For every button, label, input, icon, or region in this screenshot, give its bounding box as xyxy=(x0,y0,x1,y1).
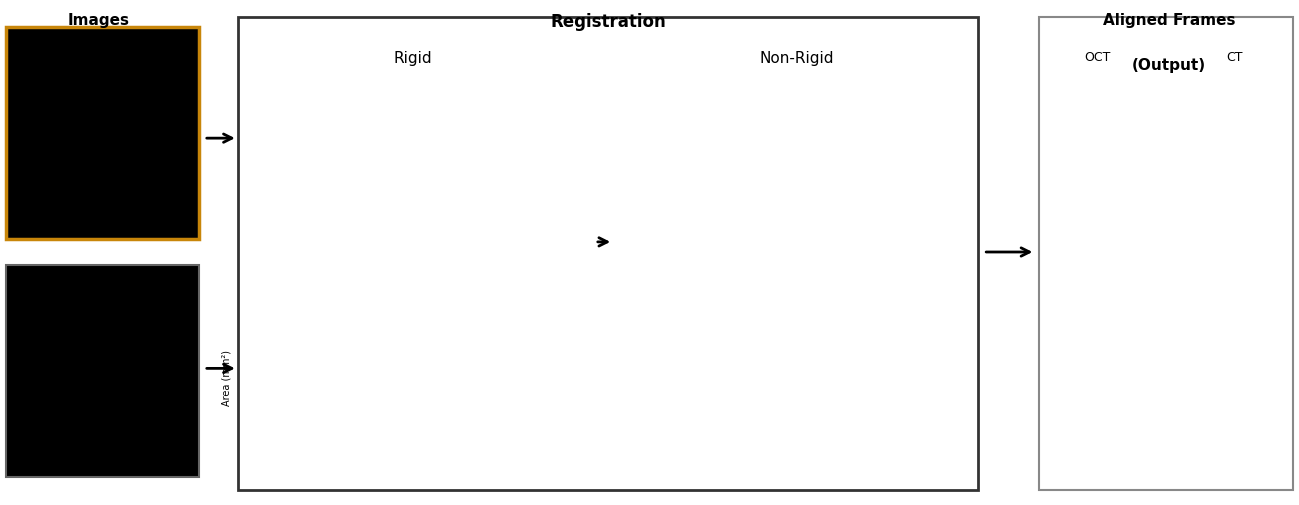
Circle shape xyxy=(1103,387,1109,395)
Ellipse shape xyxy=(1195,349,1265,448)
Circle shape xyxy=(1096,79,1111,95)
Ellipse shape xyxy=(659,143,782,263)
Ellipse shape xyxy=(92,355,130,423)
Ellipse shape xyxy=(1205,210,1246,263)
Ellipse shape xyxy=(42,353,83,425)
Legend: OCT, CT: OCT, CT xyxy=(527,293,578,325)
Ellipse shape xyxy=(71,379,97,416)
Polygon shape xyxy=(125,158,157,178)
Ellipse shape xyxy=(1205,365,1255,433)
Ellipse shape xyxy=(1226,393,1235,405)
Text: Images: Images xyxy=(68,13,130,28)
Ellipse shape xyxy=(1213,52,1256,109)
Circle shape xyxy=(1099,383,1112,399)
Ellipse shape xyxy=(1207,44,1261,117)
Text: (Output): (Output) xyxy=(1131,58,1207,73)
Text: OCT: OCT xyxy=(1085,50,1111,64)
Polygon shape xyxy=(1052,29,1155,145)
Ellipse shape xyxy=(1190,188,1263,285)
Ellipse shape xyxy=(1225,67,1244,93)
Ellipse shape xyxy=(1217,379,1244,419)
Text: CT: CT xyxy=(1226,50,1242,64)
Polygon shape xyxy=(81,128,118,150)
Polygon shape xyxy=(47,107,152,172)
Polygon shape xyxy=(1051,175,1152,292)
Polygon shape xyxy=(88,133,110,146)
Polygon shape xyxy=(29,286,182,327)
Y-axis label: Area (mm²): Area (mm²) xyxy=(221,349,231,406)
Polygon shape xyxy=(35,97,77,123)
Bar xyxy=(1039,18,1293,490)
Ellipse shape xyxy=(1212,372,1250,426)
Ellipse shape xyxy=(1218,60,1250,101)
Text: Rigid: Rigid xyxy=(394,50,433,66)
Bar xyxy=(238,18,978,490)
Polygon shape xyxy=(131,162,151,174)
Ellipse shape xyxy=(1200,357,1260,441)
Text: Aligned Frames: Aligned Frames xyxy=(1103,13,1235,28)
Polygon shape xyxy=(44,103,69,118)
Y-axis label: Area (mm²): Area (mm²) xyxy=(592,349,603,406)
Circle shape xyxy=(1094,225,1108,242)
Ellipse shape xyxy=(1200,203,1251,270)
Ellipse shape xyxy=(747,54,942,233)
Polygon shape xyxy=(1060,334,1152,448)
Polygon shape xyxy=(144,286,182,459)
Ellipse shape xyxy=(287,143,410,263)
Text: CT: CT xyxy=(13,273,30,286)
Polygon shape xyxy=(29,327,144,459)
X-axis label: Longitudinal Position: Longitudinal Position xyxy=(365,473,474,483)
Ellipse shape xyxy=(1211,217,1241,256)
Text: OCT: OCT xyxy=(13,35,40,48)
Circle shape xyxy=(1098,229,1104,238)
Polygon shape xyxy=(94,139,188,196)
Ellipse shape xyxy=(1217,224,1235,248)
Circle shape xyxy=(1100,83,1107,91)
Text: Non-Rigid: Non-Rigid xyxy=(759,50,834,66)
Ellipse shape xyxy=(1195,195,1256,278)
Text: (Input): (Input) xyxy=(69,58,129,73)
Text: Registration: Registration xyxy=(549,13,666,31)
Ellipse shape xyxy=(1195,28,1273,132)
Bar xyxy=(6,28,199,240)
X-axis label: Longitudinal Position: Longitudinal Position xyxy=(737,473,846,483)
Ellipse shape xyxy=(1200,36,1268,124)
Ellipse shape xyxy=(1222,387,1239,411)
Polygon shape xyxy=(0,74,117,147)
Legend: OCT, CT: OCT, CT xyxy=(899,293,950,325)
Bar xyxy=(6,265,199,477)
Ellipse shape xyxy=(1230,74,1239,86)
Ellipse shape xyxy=(375,54,570,233)
Ellipse shape xyxy=(1221,230,1230,242)
